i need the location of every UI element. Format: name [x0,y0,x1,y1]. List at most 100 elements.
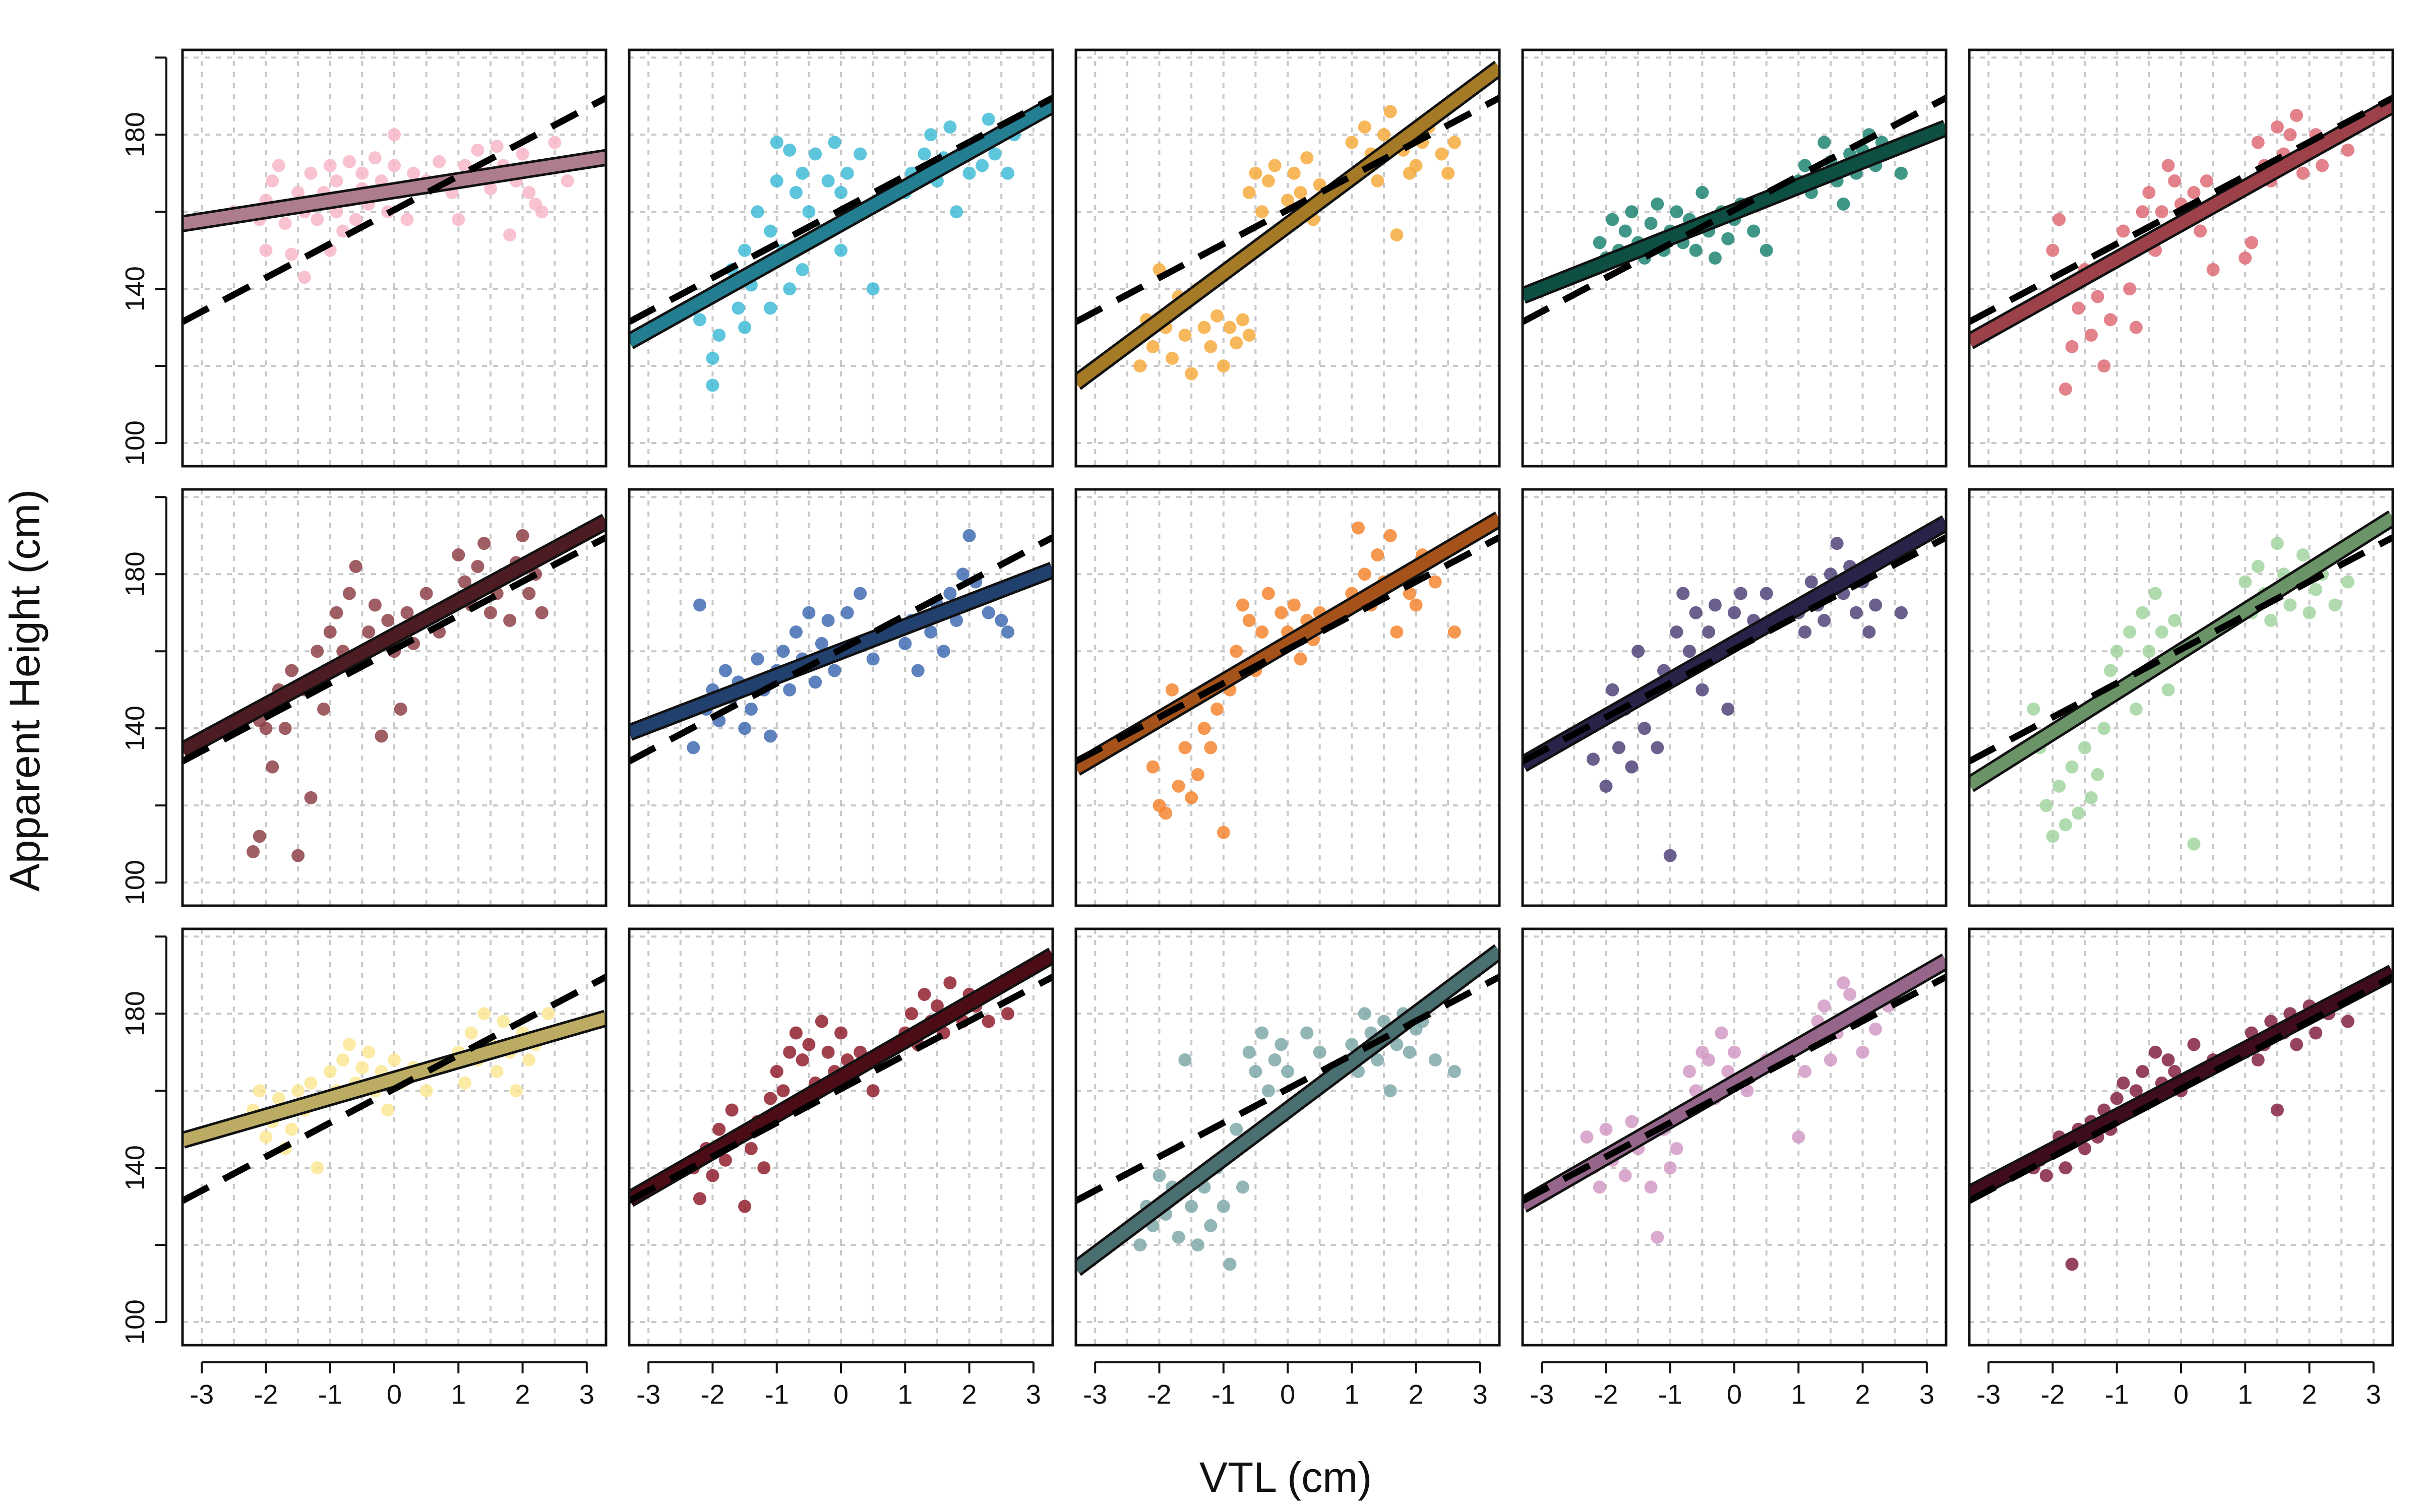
data-point [1728,606,1741,619]
data-point [272,159,285,172]
data-point [291,849,305,862]
data-point [1447,625,1461,639]
data-point [1670,1142,1683,1155]
data-point [247,845,260,858]
data-point [2270,120,2284,134]
data-point [1390,625,1404,639]
x-tick-label: -3 [636,1379,660,1410]
data-point [1651,197,1664,211]
panel-12: -3 -2 -1 0 1 2 3 [628,927,1054,1410]
reference-line [1076,974,1499,1204]
reference-line [183,534,606,765]
data-point [725,1103,739,1117]
data-point [1242,328,1256,342]
x-tick-label: -3 [190,1379,214,1410]
data-point [796,166,809,180]
data-point [304,791,318,804]
data-point [471,143,485,157]
data-point [2194,224,2207,238]
data-point [1345,136,1359,149]
data-point [1230,645,1243,658]
data-point [2059,383,2072,396]
reference-line [629,534,1053,765]
data-point [1580,1130,1594,1144]
data-point [1435,147,1448,161]
data-point [452,548,465,562]
panel-14: -3 -2 -1 0 1 2 3 [1521,927,1948,1410]
data-point [433,155,446,168]
data-point [1618,224,1632,238]
data-point [2065,760,2079,774]
data-point [1638,722,1651,735]
data-point [962,529,976,542]
data-point [995,614,1008,627]
data-point [2309,1026,2323,1040]
data-point [744,702,758,716]
data-point [1261,174,1275,188]
data-point [330,174,343,188]
panel-plot-area [183,974,606,1204]
data-point [1204,340,1218,353]
data-point [1358,1007,1371,1021]
data-point [362,625,376,639]
data-point [770,1064,783,1078]
data-point [490,1064,504,1078]
data-point [471,559,485,573]
x-tick-label: 0 [2173,1379,2189,1410]
data-point [2341,575,2354,589]
data-point [2027,702,2040,716]
data-point [503,228,517,242]
panel-plot-area [629,95,1053,392]
data-point [522,587,536,600]
data-point [962,166,976,180]
data-point [1862,625,1876,639]
data-point [259,722,273,735]
x-axis: -3 -2 -1 0 1 2 3 [1083,1361,1488,1410]
data-point [1830,537,1844,550]
x-tick-label: 3 [1919,1379,1934,1410]
y-tick-label: 100 [120,420,150,466]
data-point [1294,185,1307,199]
data-point [1358,568,1371,581]
panel-frame [1074,488,1501,907]
data-point [1236,598,1249,612]
panel-frame [181,48,608,468]
y-tick-label: 100 [120,1299,150,1345]
panel-plot-area [1523,95,1946,325]
data-point [1001,1007,1014,1021]
panel-plot-area [1076,60,1499,390]
data-point [1185,791,1198,804]
data-point [368,151,382,165]
data-point [802,606,816,619]
data-point [2136,606,2149,619]
data-point [1146,760,1160,774]
x-tick-label: -3 [1530,1379,1554,1410]
regression-line [1076,62,1499,388]
data-point [2251,136,2265,149]
data-point [362,1045,376,1059]
x-tick-label: -1 [318,1379,342,1410]
data-point [1644,1180,1658,1194]
data-point [905,1007,918,1021]
data-point [2296,166,2310,180]
data-point [548,136,562,149]
data-point [285,1122,298,1136]
data-point [1894,166,1908,180]
data-point [1383,1084,1397,1098]
panel-plot-area [1969,510,2393,851]
data-point [1593,1180,1606,1194]
data-point [718,1153,732,1167]
data-point [2238,251,2252,265]
data-point [1837,976,1850,990]
data-point [535,205,549,219]
data-point [712,328,726,342]
data-point [1663,849,1677,862]
panel-frame [1074,927,1501,1347]
data-point [988,147,1002,161]
data-point [2187,1038,2201,1051]
data-point [982,606,995,619]
regression-line [1076,946,1499,1274]
data-point [770,174,783,188]
